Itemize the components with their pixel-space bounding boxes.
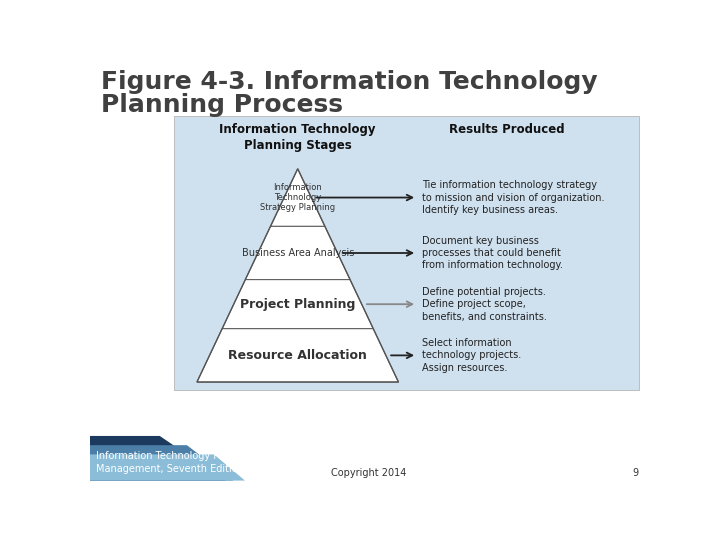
Text: Business Area Analysis: Business Area Analysis — [241, 248, 354, 258]
Text: Information Technology Project
Management, Seventh Edition: Information Technology Project Managemen… — [96, 451, 247, 474]
Polygon shape — [246, 226, 350, 280]
Text: Information Technology
Planning Stages: Information Technology Planning Stages — [220, 123, 376, 152]
Text: Figure 4-3. Information Technology: Figure 4-3. Information Technology — [101, 70, 598, 94]
Text: Copyright 2014: Copyright 2014 — [331, 468, 407, 478]
Text: 9: 9 — [633, 468, 639, 478]
Polygon shape — [90, 445, 233, 481]
Text: Planning Process: Planning Process — [101, 92, 343, 117]
Text: Results Produced: Results Produced — [449, 123, 564, 136]
Text: Tie information technology strategy
to mission and vision of organization.
Ident: Tie information technology strategy to m… — [422, 180, 604, 215]
Polygon shape — [197, 329, 398, 382]
Text: Information
Technology
Strategy Planning: Information Technology Strategy Planning — [260, 183, 336, 212]
Text: Document key business
processes that could benefit
from information technology.: Document key business processes that cou… — [422, 235, 562, 271]
FancyBboxPatch shape — [174, 117, 639, 390]
Polygon shape — [90, 436, 225, 481]
Text: Project Planning: Project Planning — [240, 298, 356, 310]
Text: Resource Allocation: Resource Allocation — [228, 349, 367, 362]
Text: Define potential projects.
Define project scope,
benefits, and constraints.: Define potential projects. Define projec… — [422, 287, 546, 322]
Polygon shape — [222, 280, 373, 329]
Text: Select information
technology projects.
Assign resources.: Select information technology projects. … — [422, 338, 521, 373]
Polygon shape — [90, 455, 245, 481]
Polygon shape — [271, 168, 325, 226]
